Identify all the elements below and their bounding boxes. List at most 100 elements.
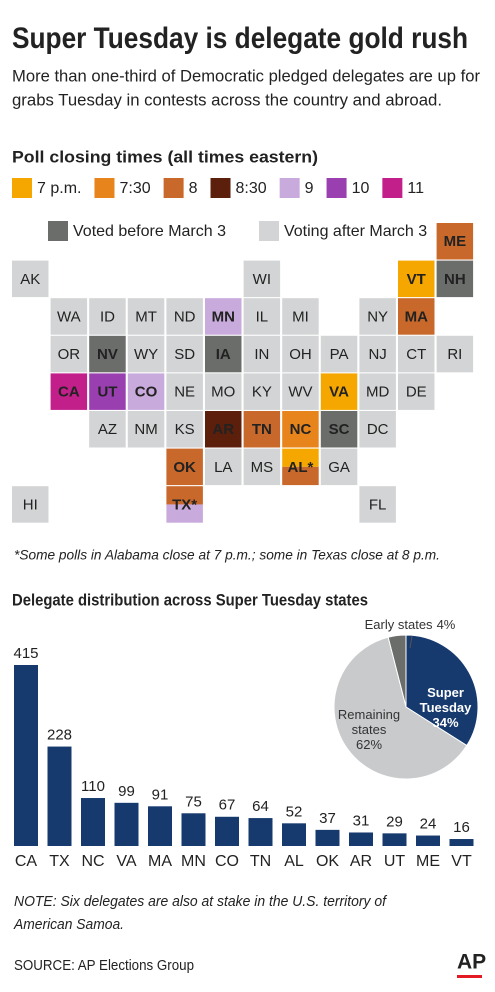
x-tick-label: MN (181, 853, 206, 870)
x-tick-label: VA (116, 853, 136, 870)
x-tick-label: CA (15, 853, 38, 870)
state-tile (398, 298, 435, 335)
state-label: HI (23, 496, 38, 513)
state-tile (320, 373, 358, 410)
value-label: 29 (386, 813, 403, 830)
state-tile (205, 448, 242, 486)
bar (14, 665, 38, 846)
state-label: ID (100, 308, 115, 325)
legend-swatch (94, 178, 115, 198)
state-tile (127, 373, 165, 410)
value-label: 228 (47, 727, 72, 744)
state-label: CT (406, 346, 426, 363)
state-label: AL* (288, 459, 314, 476)
state-tile (89, 298, 126, 335)
pie-category: Remaining states (337, 707, 401, 737)
state-tile (398, 260, 435, 298)
legend-swatch (382, 178, 403, 198)
value-label: 67 (219, 797, 236, 814)
state-tile (243, 373, 281, 410)
x-tick-label: AL (284, 853, 304, 870)
state-tile (282, 466, 319, 486)
state-tile (359, 486, 396, 523)
state-label: CA (58, 384, 80, 401)
state-tile (50, 373, 88, 410)
x-tick-label: MA (148, 853, 172, 870)
x-tick-label: OK (316, 853, 339, 870)
state-label: RI (447, 346, 462, 363)
state-label: KS (175, 421, 195, 438)
state-tile (282, 373, 319, 410)
state-tile (398, 335, 435, 373)
pie-label: Early states 4% (345, 617, 475, 632)
state-label: WA (57, 308, 81, 325)
value-label: 52 (286, 803, 303, 820)
state-tile (243, 411, 281, 448)
state-label: IA (216, 346, 231, 363)
state-tile (205, 298, 242, 335)
value-label: 99 (118, 783, 135, 800)
pie-label: Super Tuesday 34% (418, 685, 473, 730)
x-tick-label: NC (81, 853, 104, 870)
bar (248, 818, 273, 846)
x-tick-label: TX (49, 853, 70, 870)
value-label: 415 (13, 645, 38, 662)
value-label: 110 (81, 778, 105, 795)
logo: AP (457, 951, 486, 974)
state-label: AR (212, 421, 234, 438)
state-tile (282, 335, 319, 373)
x-tick-label: VT (451, 853, 472, 870)
legend-label: 7 p.m. (37, 180, 81, 197)
state-label: GA (328, 459, 350, 476)
state-label: KY (252, 384, 272, 401)
value-label: 37 (319, 810, 336, 827)
state-label: MI (292, 308, 309, 325)
subtitle: grabs Tuesday in contests across the cou… (12, 90, 442, 109)
state-tile (436, 223, 474, 260)
legend-label: 10 (352, 180, 370, 197)
legend-swatch (12, 178, 32, 198)
value-label: 31 (353, 812, 370, 829)
state-tile (359, 298, 396, 335)
state-tile (282, 448, 319, 467)
state-label: WV (288, 384, 312, 401)
pie-value: 62% (355, 737, 383, 752)
state-label: NH (444, 271, 466, 288)
state-label: NY (367, 308, 388, 325)
state-tile (359, 373, 396, 410)
state-tile (282, 298, 319, 335)
state-label: NC (290, 421, 312, 438)
state-tile (127, 335, 165, 373)
state-tile (166, 448, 203, 486)
footnote: *Some polls in Alabama close at 7 p.m.; … (14, 547, 440, 563)
legend-label: 8:30 (236, 180, 267, 197)
bar (315, 829, 340, 846)
state-tile (436, 260, 474, 298)
legend-swatch (210, 178, 231, 198)
value-label: 24 (420, 816, 437, 833)
state-label: IN (254, 346, 269, 363)
pie-label: Remaining states 62% (334, 707, 404, 752)
map-title: Poll closing times (all times eastern) (12, 147, 318, 166)
state-tile (12, 486, 49, 523)
legend-swatch (279, 178, 300, 198)
x-tick-label: AR (350, 853, 372, 870)
value-label: 16 (453, 819, 470, 836)
state-tile (89, 411, 126, 448)
state-tile (243, 448, 281, 486)
state-label: IL (256, 308, 269, 325)
state-label: UT (97, 384, 117, 401)
state-label: ME (444, 233, 467, 250)
state-label: MA (405, 308, 428, 325)
x-tick-label: TN (250, 853, 271, 870)
value-label: 64 (252, 798, 269, 815)
state-label: NJ (368, 346, 386, 363)
state-label: DC (367, 421, 389, 438)
state-label: LA (214, 459, 232, 476)
state-tile (243, 298, 281, 335)
note: NOTE: Six delegates are also at stake in… (14, 893, 388, 910)
state-label: MD (366, 384, 389, 401)
legend-swatch (163, 178, 184, 198)
